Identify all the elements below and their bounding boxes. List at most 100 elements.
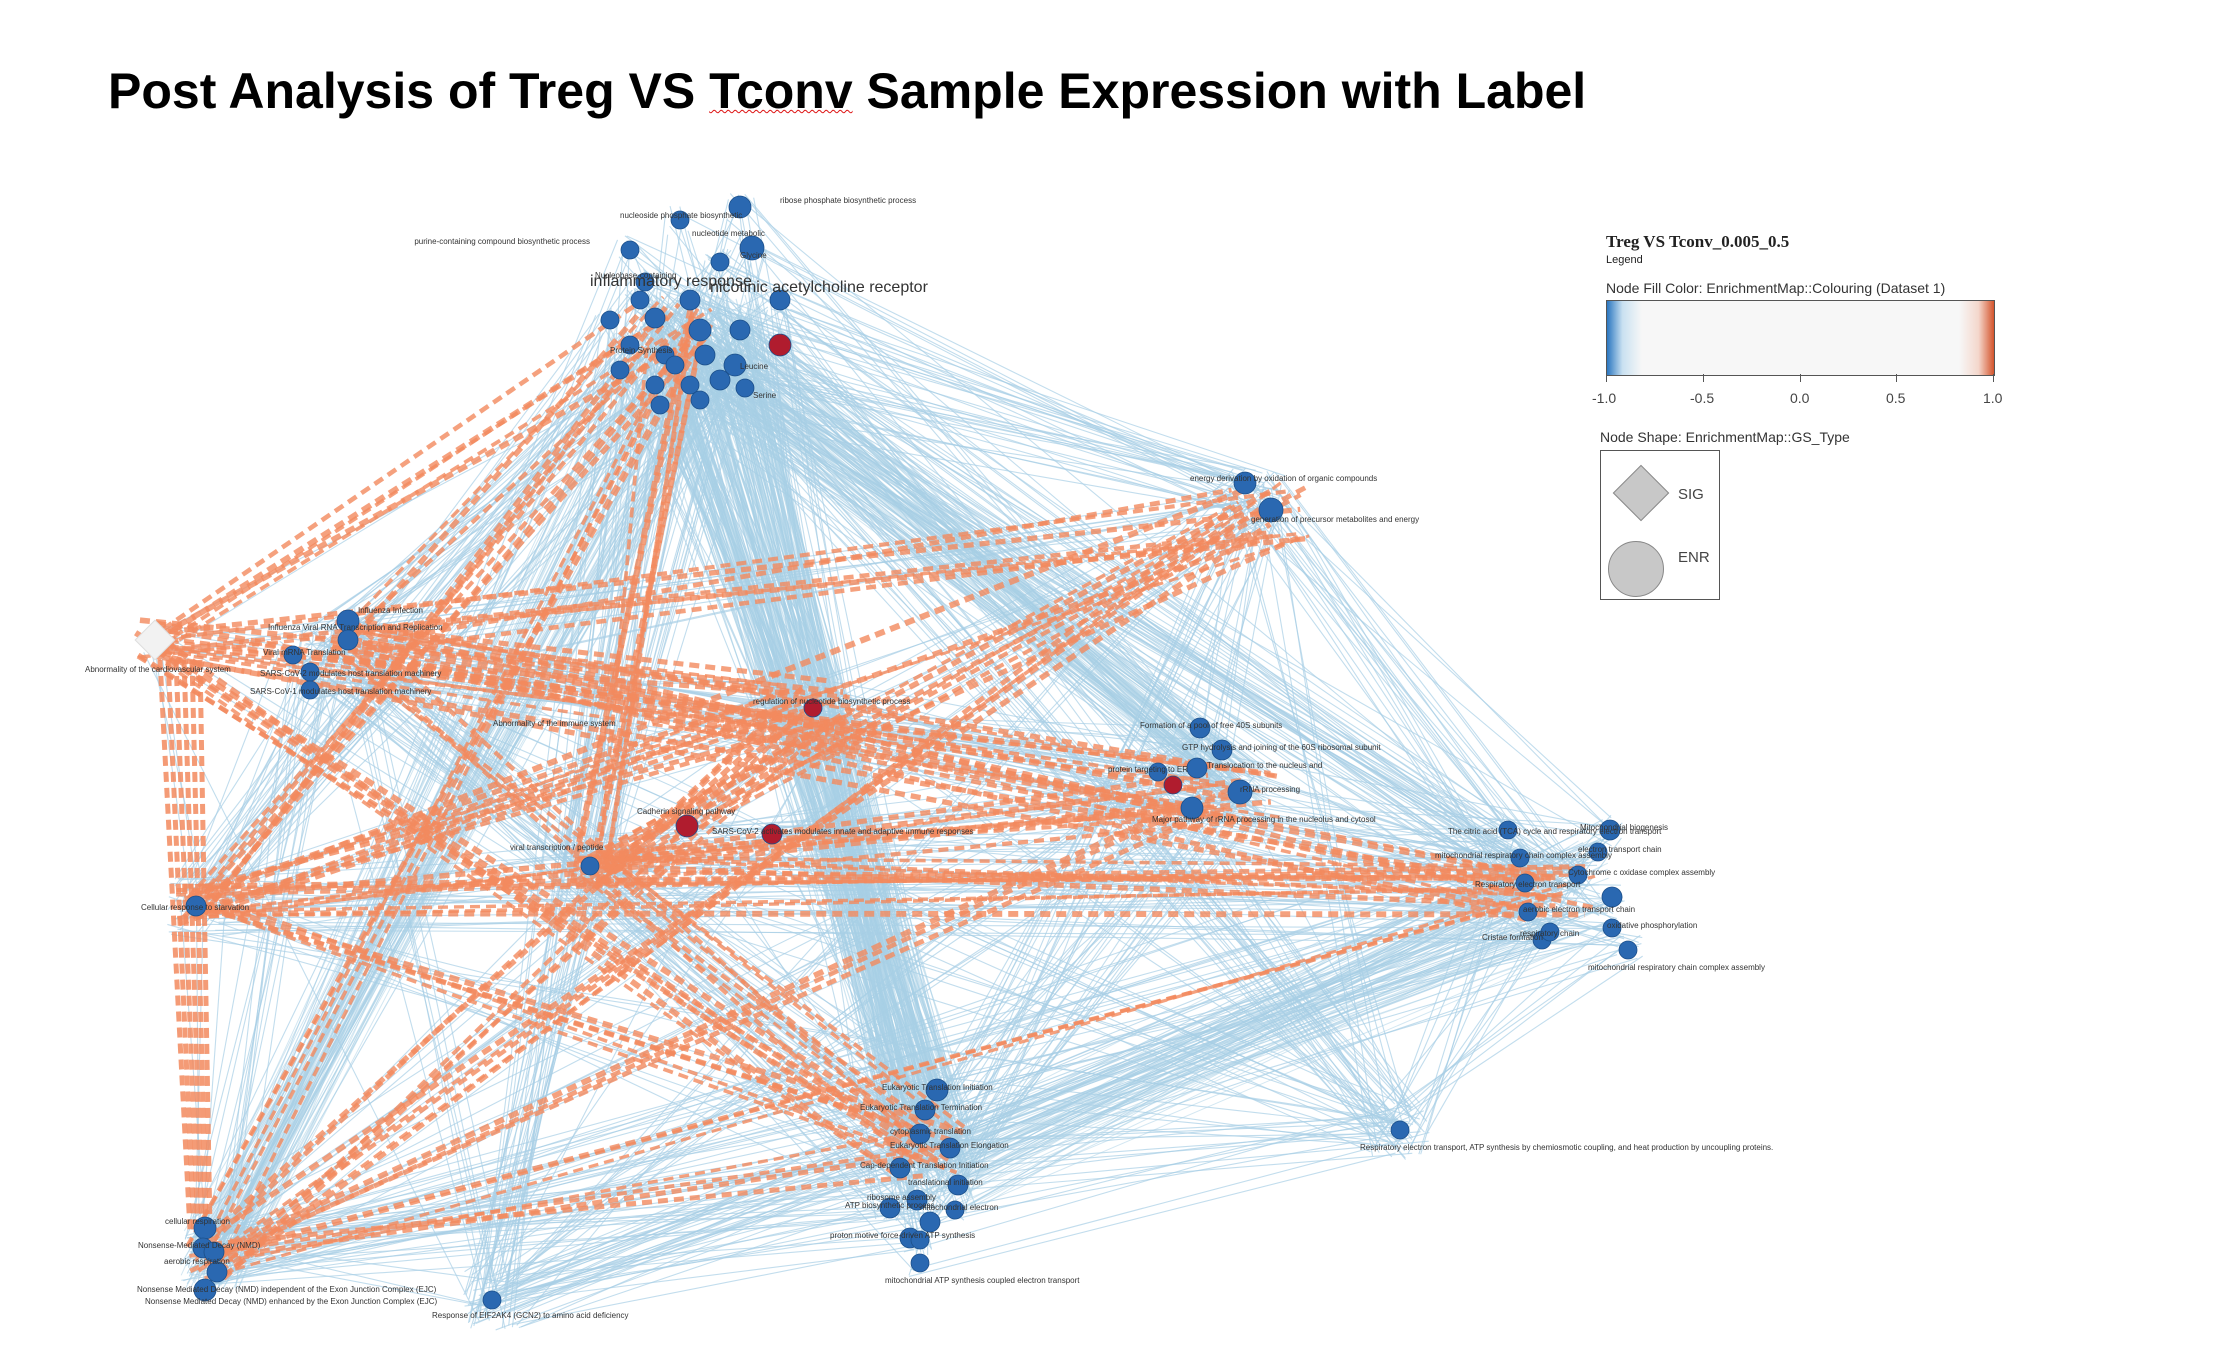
network-node[interactable] <box>761 823 783 845</box>
network-node[interactable] <box>910 1253 930 1273</box>
tick-mark <box>1800 374 1801 382</box>
network-node[interactable] <box>283 645 303 665</box>
network-node[interactable] <box>947 1174 969 1196</box>
network-node[interactable] <box>1148 762 1168 782</box>
network-node[interactable] <box>906 1189 928 1211</box>
network-node[interactable] <box>1540 922 1560 942</box>
network-edge <box>489 382 746 1284</box>
network-node[interactable] <box>610 360 630 380</box>
network-node[interactable] <box>203 1241 225 1263</box>
network-node[interactable] <box>914 1099 936 1121</box>
network-node[interactable] <box>482 1290 502 1310</box>
network-node[interactable] <box>1390 1120 1410 1140</box>
network-node[interactable] <box>690 390 710 410</box>
network-node[interactable] <box>910 1230 930 1250</box>
network-node[interactable] <box>645 375 665 395</box>
legend-panel: Treg VS Tconv_0.005_0.5 Legend Node Fill… <box>1592 228 2040 608</box>
network-node[interactable] <box>600 310 620 330</box>
network-node[interactable] <box>1599 819 1621 841</box>
network-node[interactable] <box>919 1211 941 1233</box>
network-node[interactable] <box>1568 865 1588 885</box>
network-edge <box>202 792 1205 1261</box>
network-node[interactable] <box>650 395 670 415</box>
network-node[interactable] <box>1163 775 1183 795</box>
node-label: ribose phosphate biosynthetic process <box>780 196 916 205</box>
network-node[interactable] <box>710 252 730 272</box>
fill-color-label: Node Fill Color: EnrichmentMap::Colourin… <box>1606 280 1946 296</box>
network-node[interactable] <box>337 629 359 651</box>
tick-label: 0.0 <box>1790 390 1810 406</box>
network-node[interactable] <box>670 210 690 230</box>
network-edge <box>653 300 967 1162</box>
network-node[interactable] <box>739 235 765 261</box>
network-node[interactable] <box>1233 471 1257 495</box>
network-node[interactable] <box>729 319 751 341</box>
network-node[interactable] <box>185 895 207 917</box>
network-node[interactable] <box>909 1123 931 1145</box>
network-node[interactable] <box>675 814 699 838</box>
network-node[interactable] <box>945 1200 965 1220</box>
network-edge <box>226 309 750 1282</box>
network-node[interactable] <box>193 1278 217 1302</box>
network-node[interactable] <box>635 272 655 292</box>
network-edge <box>971 895 1611 1205</box>
node-label: Mitochondrial biogenesis <box>1580 823 1668 832</box>
diamond-node[interactable] <box>134 619 176 661</box>
network-node[interactable] <box>1227 779 1253 805</box>
network-node[interactable] <box>1588 842 1608 862</box>
network-node[interactable] <box>925 1078 949 1102</box>
network-node[interactable] <box>300 680 320 700</box>
node-label: Protein Synthesis <box>610 346 672 355</box>
network-edge <box>176 866 1580 897</box>
network-node[interactable] <box>728 195 752 219</box>
node-label: viral transcription / peptide <box>510 843 604 852</box>
network-node[interactable] <box>580 856 600 876</box>
network-node[interactable] <box>1618 940 1638 960</box>
network-node[interactable] <box>723 353 747 377</box>
network-node[interactable] <box>1258 497 1284 523</box>
network-node[interactable] <box>889 1157 911 1179</box>
network-edge <box>343 309 643 650</box>
network-edge <box>757 246 1289 524</box>
network-nodes[interactable] <box>134 195 1638 1310</box>
network-edge <box>904 877 1609 1145</box>
network-node[interactable] <box>1602 918 1622 938</box>
network-node[interactable] <box>1211 739 1233 761</box>
network-edge <box>177 534 1270 923</box>
network-node[interactable] <box>735 378 755 398</box>
network-node[interactable] <box>688 318 712 342</box>
network-node[interactable] <box>206 1261 228 1283</box>
network-node[interactable] <box>709 369 731 391</box>
network-node[interactable] <box>1518 902 1538 922</box>
network-node[interactable] <box>939 1137 961 1159</box>
network-edge <box>737 315 1211 778</box>
network-node[interactable] <box>665 355 685 375</box>
network-node[interactable] <box>679 289 701 311</box>
network-node[interactable] <box>644 307 666 329</box>
network-node[interactable] <box>1189 717 1211 739</box>
network-node[interactable] <box>620 335 640 355</box>
network-node[interactable] <box>680 375 700 395</box>
network-edge <box>212 1211 921 1272</box>
node-label: Eukaryotic Translation Elongation <box>890 1141 1009 1150</box>
network-node[interactable] <box>803 698 823 718</box>
network-node[interactable] <box>1515 873 1535 893</box>
network-node[interactable] <box>630 290 650 310</box>
network-node[interactable] <box>768 333 792 357</box>
network-node[interactable] <box>769 289 791 311</box>
network-node[interactable] <box>620 240 640 260</box>
network-edge <box>964 903 1612 1194</box>
network-edge <box>749 247 1273 518</box>
network-edge <box>692 292 950 1103</box>
network-edge <box>790 345 1562 873</box>
network-node[interactable] <box>694 344 716 366</box>
network-node[interactable] <box>1601 886 1623 908</box>
network-node[interactable] <box>1510 848 1530 868</box>
network-edge <box>475 849 1607 1325</box>
network-node[interactable] <box>1186 757 1208 779</box>
network-node[interactable] <box>879 1197 901 1219</box>
network-node[interactable] <box>1498 820 1518 840</box>
network-node[interactable] <box>1180 796 1204 820</box>
network-edge <box>339 652 922 1127</box>
